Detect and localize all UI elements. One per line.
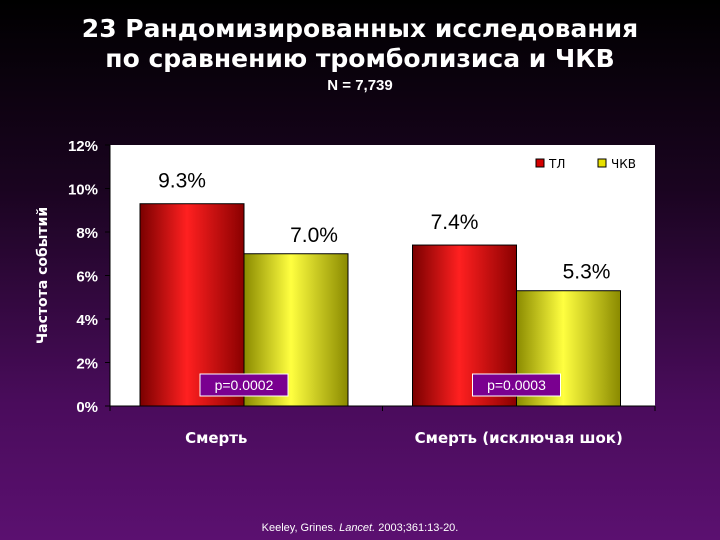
- data-label: 5.3%: [563, 261, 611, 284]
- y-tick-label: 12%: [68, 138, 98, 155]
- data-label: 9.3%: [158, 170, 206, 193]
- bar-tl: [139, 203, 245, 407]
- citation-journal: Lancet.: [339, 522, 376, 534]
- legend-box: [528, 151, 654, 179]
- legend-swatch: [597, 158, 607, 168]
- slide-title-line1: 23 Рандомизированных исследования: [81, 14, 639, 43]
- data-label: 7.0%: [290, 224, 338, 247]
- citation-details: 2003;361:13-20.: [375, 522, 459, 534]
- legend-swatch: [535, 158, 545, 168]
- bar-pci: [243, 253, 349, 407]
- pvalue-box: [472, 373, 561, 397]
- y-tick-label: 6%: [76, 269, 98, 286]
- y-tick-label: 0%: [76, 399, 98, 416]
- pvalue-label: p=0.0002: [215, 377, 274, 393]
- slide-title-line2: по сравнению тромболизиса и ЧКВ: [105, 44, 615, 73]
- data-label: 7.4%: [431, 211, 479, 234]
- pvalue-box: [199, 373, 289, 397]
- x-category-label: Смерть (исключая шок): [415, 429, 623, 447]
- y-tick-label: 4%: [76, 312, 98, 329]
- legend-label: ЧКВ: [611, 157, 636, 171]
- citation-authors: Keeley, Grines.: [261, 522, 340, 534]
- y-axis-title: Частота событий: [35, 207, 51, 344]
- y-tick-label: 2%: [76, 356, 98, 373]
- pvalue-label: p=0.0003: [487, 377, 546, 393]
- y-tick-label: 10%: [68, 182, 98, 199]
- slide-subtitle: N = 7,739: [327, 77, 393, 94]
- legend-label: ТЛ: [548, 157, 565, 171]
- y-tick-label: 8%: [76, 225, 98, 242]
- citation: Keeley, Grines. Lancet. 2003;361:13-20.: [0, 522, 720, 534]
- x-category-label: Смерть: [185, 429, 247, 447]
